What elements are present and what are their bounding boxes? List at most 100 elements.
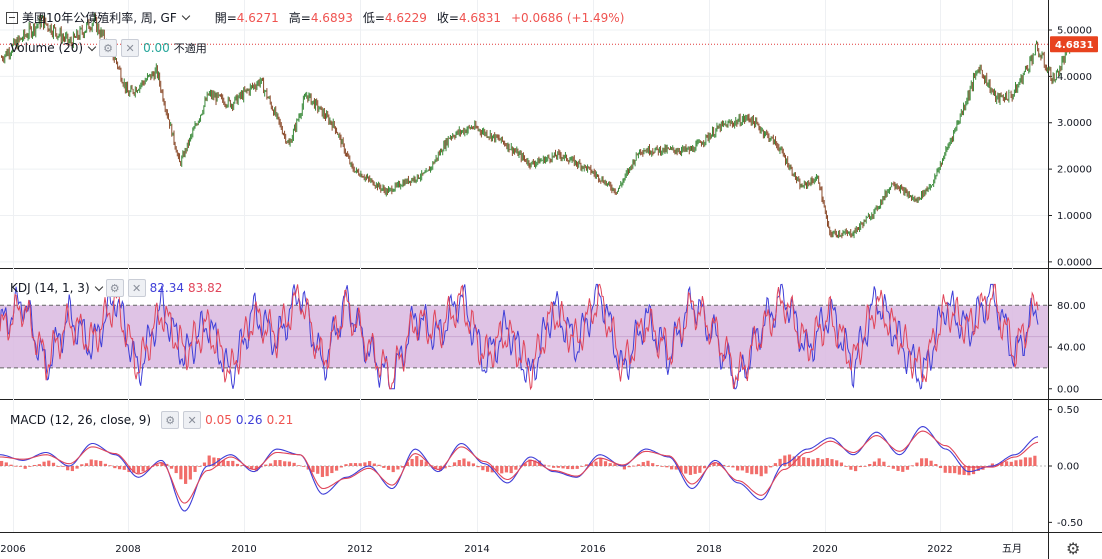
macd-histogram-bar [99, 460, 103, 466]
macd-histogram-bar [14, 465, 18, 467]
macd-histogram-bar [745, 466, 749, 473]
close-icon[interactable]: ✕ [183, 411, 202, 429]
macd-histogram-bar [519, 465, 523, 467]
macd-histogram-bar [698, 466, 702, 473]
macd-histogram-bar [910, 465, 914, 467]
macd-histogram-bar [207, 455, 211, 466]
macd-histogram-bar [1023, 457, 1028, 466]
macd-histogram-bar [962, 466, 966, 475]
symbol-title[interactable]: 美國10年公債殖利率, 周, GF [22, 11, 177, 25]
macd-histogram-bar [434, 466, 438, 470]
macd-histogram-bar [103, 463, 107, 466]
macd-histogram-bar [835, 460, 839, 466]
macd-histogram-bar [797, 455, 801, 466]
kdj-y-tick-label: 40.00 [1057, 343, 1086, 354]
macd-histogram-bar [47, 460, 51, 466]
price-y-tick-label: 1.0000 [1057, 211, 1092, 222]
macd-histogram-bar [75, 466, 79, 469]
macd-histogram-bar [783, 455, 787, 466]
chevron-down-icon[interactable] [94, 282, 103, 291]
settings-gear-icon[interactable]: ⚙ [1066, 539, 1081, 558]
macd-histogram-bar [179, 466, 183, 480]
macd-hist-value: 0.05 [205, 413, 232, 427]
x-tick-label: 2008 [115, 544, 140, 555]
macd-histogram-bar [806, 457, 811, 466]
macd-histogram-bar [853, 466, 858, 472]
macd-histogram-bar [382, 466, 386, 468]
macd-histogram-bar [377, 464, 381, 466]
macd-histogram-bar [953, 466, 957, 474]
macd-histogram-bar [292, 462, 296, 466]
macd-histogram-bar [957, 466, 961, 475]
x-tick-label: 2006 [0, 544, 25, 555]
macd-histogram-bar [929, 460, 933, 466]
chevron-down-icon[interactable] [87, 42, 97, 51]
macd-histogram-bar [146, 466, 150, 470]
gear-icon[interactable]: ⚙ [105, 279, 124, 297]
macd-histogram-bar [627, 466, 631, 468]
macd-histogram-bar [1000, 461, 1004, 466]
volume-name[interactable]: Volume (20) [10, 41, 84, 55]
kdj-d-line [0, 283, 1039, 391]
macd-histogram-bar [28, 466, 32, 467]
close-icon[interactable]: ✕ [121, 39, 140, 57]
macd-histogram-bar [938, 466, 943, 469]
macd-histogram-bar [868, 464, 872, 466]
x-tick-label: 2014 [464, 544, 489, 555]
macd-histogram-bar [915, 462, 919, 466]
macd-histogram-bar [792, 456, 796, 466]
macd-histogram-bar [174, 466, 178, 474]
macd-histogram-bar [424, 461, 428, 466]
macd-histogram-bar [872, 461, 877, 466]
macd-histogram-bar [457, 460, 461, 466]
chevron-down-icon[interactable] [181, 11, 190, 21]
macd-histogram-bar [679, 466, 683, 473]
open-label: 開= [214, 11, 237, 25]
kdj-name[interactable]: KDJ (14, 1, 3) [10, 281, 90, 295]
macd-histogram-bar [113, 466, 117, 469]
macd-histogram-bar [877, 458, 881, 466]
macd-histogram-bar [608, 463, 612, 466]
macd-histogram-bar [570, 466, 575, 470]
macd-histogram-bar [825, 458, 829, 466]
macd-histogram-bar [660, 466, 664, 467]
macd-histogram-bar [712, 462, 716, 466]
x-tick-label: 五月 [1002, 543, 1022, 555]
macd-histogram-bar [740, 466, 744, 471]
macd-histogram-bar [556, 466, 560, 468]
macd-histogram-bar [948, 466, 952, 474]
macd-histogram-bar [905, 466, 910, 470]
macd-histogram-bar [721, 464, 726, 466]
macd-histogram-bar [330, 466, 334, 474]
macd-histogram-bar [443, 466, 447, 469]
macd-histogram-bar [94, 460, 98, 466]
macd-histogram-bar [117, 466, 122, 470]
macd-histogram-bar [368, 461, 372, 466]
price-badge [1050, 36, 1098, 53]
macd-histogram-bar [754, 466, 759, 475]
macd-legend: MACD (12, 26, close, 9) ⚙ ✕ 0.05 0.26 0.… [10, 411, 297, 429]
gear-icon[interactable]: ⚙ [161, 411, 180, 429]
macd-histogram-bar [811, 459, 815, 466]
macd-histogram-bar [316, 466, 320, 474]
macd-histogram-bar [339, 466, 343, 468]
macd-histogram-bar [764, 466, 768, 474]
gear-icon[interactable]: ⚙ [99, 39, 118, 57]
macd-histogram-bar [467, 461, 471, 466]
close-icon[interactable]: ✕ [127, 279, 146, 297]
macd-histogram-bar [641, 462, 645, 466]
macd-histogram-bar [594, 461, 598, 466]
macd-histogram-bar [669, 466, 674, 470]
macd-name[interactable]: MACD (12, 26, close, 9) [10, 413, 152, 427]
macd-histogram-bar [320, 466, 325, 477]
macd-histogram-bar [401, 466, 405, 468]
macd-histogram-bar [528, 459, 532, 466]
macd-histogram-bar [122, 466, 126, 470]
macd-histogram-bar [23, 466, 27, 469]
macd-histogram-bar [891, 466, 895, 469]
macd-histogram-bar [566, 466, 570, 470]
macd-histogram-bar [674, 466, 678, 470]
low-label: 低= [362, 11, 385, 25]
collapse-icon[interactable] [6, 11, 18, 24]
